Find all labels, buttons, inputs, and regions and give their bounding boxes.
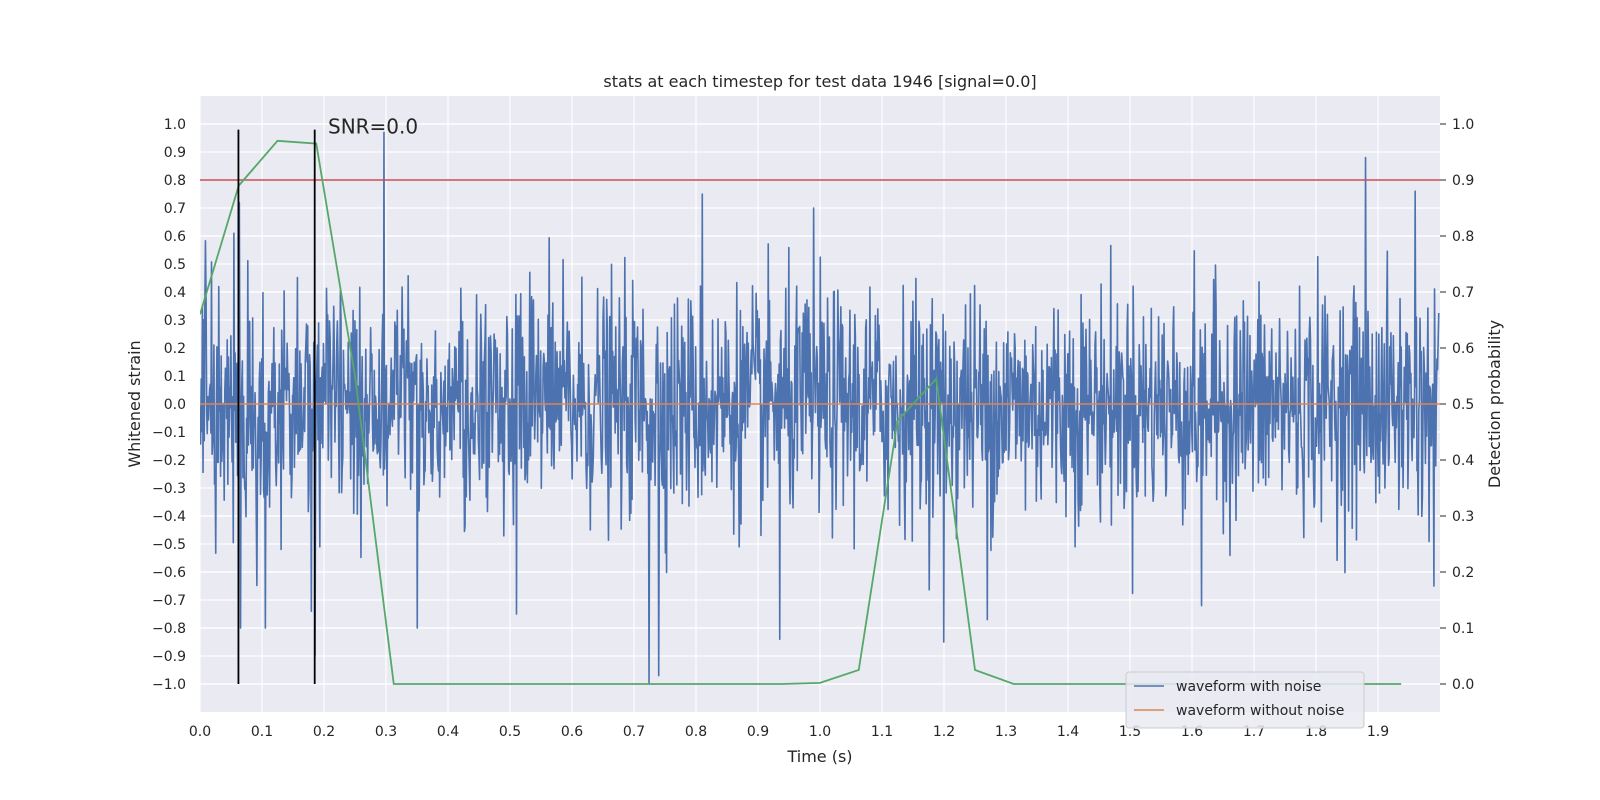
y-tick-label: 0.1 <box>164 369 186 385</box>
y-tick-label: −1.0 <box>152 677 186 693</box>
x-axis-label: Time (s) <box>786 747 852 766</box>
x-tick-label: 1.9 <box>1367 724 1389 740</box>
y-tick-label: −0.4 <box>152 509 186 525</box>
x-tick-label: 0.1 <box>251 724 273 740</box>
y-tick-label: −0.9 <box>152 649 186 665</box>
y-axis-right: 1.0 0.9 0.8 0.7 0.6 0.5 0.4 0.3 0.2 0.1 0.0 <box>1440 117 1474 693</box>
y2-tick-label: 0.3 <box>1452 509 1474 525</box>
snr-annotation: SNR=0.0 <box>328 115 418 139</box>
x-tick-label: 0.5 <box>499 724 521 740</box>
x-tick-label: 1.4 <box>1057 724 1079 740</box>
y2-tick-label: 0.9 <box>1452 173 1474 189</box>
y2-tick-label: 0.7 <box>1452 285 1474 301</box>
x-tick-label: 0.6 <box>561 724 583 740</box>
y-tick-label: −0.3 <box>152 481 186 497</box>
y-tick-label: 0.5 <box>164 257 186 273</box>
y-tick-label: 0.7 <box>164 201 186 217</box>
y-tick-label: 0.0 <box>164 397 186 413</box>
x-tick-label: 0.9 <box>747 724 769 740</box>
y2-tick-label: 0.6 <box>1452 341 1474 357</box>
y-axis-left: 1.0 0.9 0.8 0.7 0.6 0.5 0.4 0.3 0.2 0.1 0.0 −0.1 −0.… <box>152 117 186 693</box>
y2-tick-label: 0.1 <box>1452 621 1474 637</box>
x-tick-label: 1.2 <box>933 724 955 740</box>
x-tick-label: 0.4 <box>437 724 459 740</box>
y-tick-label: −0.5 <box>152 537 186 553</box>
x-tick-label: 1.0 <box>809 724 831 740</box>
series-line-waveform-with-noise <box>200 131 1440 685</box>
x-tick-label: 0.3 <box>375 724 397 740</box>
legend-box <box>1125 671 1365 729</box>
y-tick-label: 0.9 <box>164 145 186 161</box>
chart-title: stats at each timestep for test data 194… <box>603 72 1036 91</box>
y-tick-label: 1.0 <box>164 117 186 133</box>
y-tick-label: 0.6 <box>164 229 186 245</box>
y-tick-label: −0.8 <box>152 621 186 637</box>
plot-series <box>200 129 1440 685</box>
y-axis-label: Whitened strain <box>125 340 144 467</box>
y-tick-label: 0.4 <box>164 285 186 301</box>
y-tick-label: 0.3 <box>164 313 186 329</box>
legend: waveform with noise waveform without noi… <box>1125 671 1365 729</box>
y-tick-label: −0.1 <box>152 425 186 441</box>
y2-tick-label: 1.0 <box>1452 117 1474 133</box>
legend-entry-noise: waveform with noise <box>1176 679 1321 695</box>
x-tick-label: 0.2 <box>313 724 335 740</box>
x-tick-label: 1.1 <box>871 724 893 740</box>
y2-tick-label: 0.2 <box>1452 565 1474 581</box>
y-tick-label: −0.2 <box>152 453 186 469</box>
y2-axis-label: Detection probability <box>1485 320 1504 488</box>
y2-tick-label: 0.5 <box>1452 397 1474 413</box>
y-tick-label: 0.2 <box>164 341 186 357</box>
x-tick-label: 1.3 <box>995 724 1017 740</box>
y2-tick-label: 0.0 <box>1452 677 1474 693</box>
y2-tick-label: 0.4 <box>1452 453 1474 469</box>
y-tick-label: −0.6 <box>152 565 186 581</box>
x-tick-label: 0.7 <box>623 724 645 740</box>
x-tick-label: 0.8 <box>685 724 707 740</box>
y2-tick-label: 0.8 <box>1452 229 1474 245</box>
legend-entry-clean: waveform without noise <box>1176 703 1344 719</box>
y-tick-label: −0.7 <box>152 593 186 609</box>
x-tick-label: 0.0 <box>189 724 211 740</box>
y-tick-label: 0.8 <box>164 173 186 189</box>
